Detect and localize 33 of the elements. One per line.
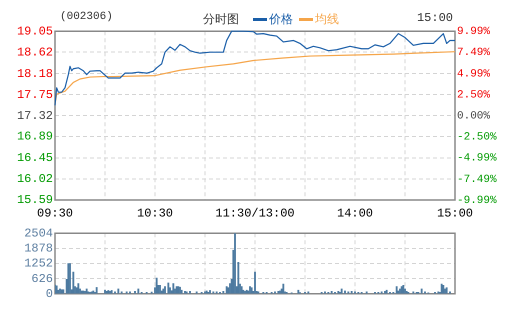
y-tick-label: 2504 <box>24 226 53 240</box>
x-tick-label: 09:30 <box>36 206 74 220</box>
y2-tick-label: 0.00% <box>457 110 490 123</box>
x-tick-label: 15:00 <box>436 206 474 220</box>
y2-tick-label: -7.49% <box>457 174 498 186</box>
legend-label: 价格 <box>268 11 293 28</box>
chart-subtitle: 分时图 <box>203 11 239 28</box>
y-tick-label: 16.02 <box>16 172 53 186</box>
y2-tick-label: -4.99% <box>457 152 498 165</box>
y2-tick-label: -9.99% <box>457 194 498 207</box>
y-tick-label: 18.62 <box>16 45 53 60</box>
y-tick-label: 17.75 <box>16 88 53 102</box>
y2-tick-label: 2.50% <box>457 89 490 102</box>
y-tick-label: 18.18 <box>16 66 53 81</box>
x-tick-label: 14:00 <box>336 206 374 220</box>
y2-tick-label: 4.99% <box>457 68 490 80</box>
y-tick-label: 1878 <box>24 242 53 256</box>
y-tick-label: 16.45 <box>16 151 53 166</box>
x-tick-label: 11:30/13:00 <box>215 206 295 220</box>
text: 15:00 <box>416 11 453 25</box>
y2-tick-label: -2.50% <box>457 132 498 144</box>
y-tick-label: 17.32 <box>16 108 53 123</box>
y-tick-label: 19.05 <box>16 24 53 38</box>
y2-tick-label: 9.99% <box>457 26 490 38</box>
y-tick-label: 626 <box>31 272 53 286</box>
y2-tick-label: 7.49% <box>457 47 490 60</box>
y-tick-label: 16.89 <box>16 130 53 144</box>
chart-title: (002306) <box>60 11 113 23</box>
y-tick-label: 15.59 <box>16 193 53 208</box>
y-tick-label: 0 <box>46 286 53 301</box>
y-tick-label: 1252 <box>24 256 53 271</box>
legend-label: 均线 <box>314 11 339 28</box>
x-tick-label: 10:30 <box>136 206 174 220</box>
